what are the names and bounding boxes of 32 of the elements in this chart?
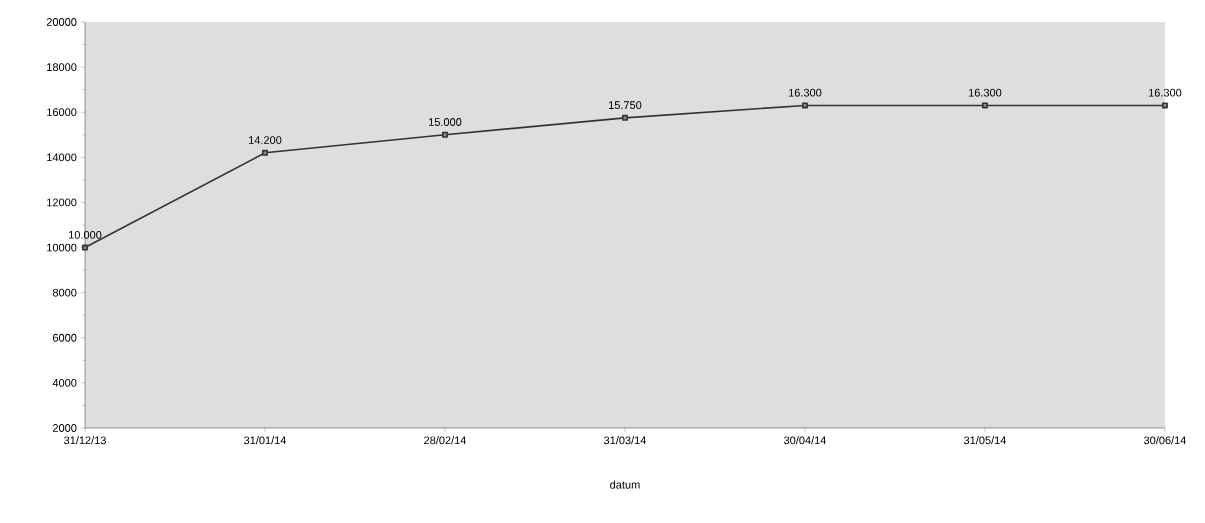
x-tick-label: 30/06/14 [1143,436,1187,445]
y-tick-label: 16000 [47,108,77,117]
y-tick-label: 4000 [52,378,77,387]
data-label: 16.300 [788,88,822,97]
x-axis-title: datum [610,480,640,489]
y-tick-label: 10000 [47,243,77,252]
data-label: 15.000 [429,118,462,126]
y-tick-label: 8000 [52,288,77,297]
data-label: 16.300 [1148,88,1182,97]
point [1161,102,1168,109]
x-tick-label: 31/05/14 [963,436,1007,445]
y-tick-label: 12000 [47,198,77,207]
x-tick-label: 30/04/14 [783,436,827,445]
point [981,102,988,109]
point [82,244,88,251]
x-tick-label: 31/03/14 [603,436,647,445]
data-label: 14.200 [249,136,282,144]
y-tick-label: 6000 [52,333,77,342]
point [621,114,628,121]
y-tick-label: 2000 [52,424,77,432]
x-tick-label: 31/12/13 [64,436,106,445]
point [801,102,808,109]
data-label: 10.000 [69,230,102,239]
y-tick-label: 18000 [47,63,77,71]
data-label: 15.750 [609,101,642,109]
x-tick-label: 28/02/14 [424,436,467,445]
data-label: 16.300 [968,88,1002,97]
x-tick-label: 31/01/14 [244,436,287,445]
point [262,149,268,156]
point [442,131,448,138]
y-tick-label: 14000 [47,153,77,162]
y-tick-label: 20000 [46,18,77,26]
